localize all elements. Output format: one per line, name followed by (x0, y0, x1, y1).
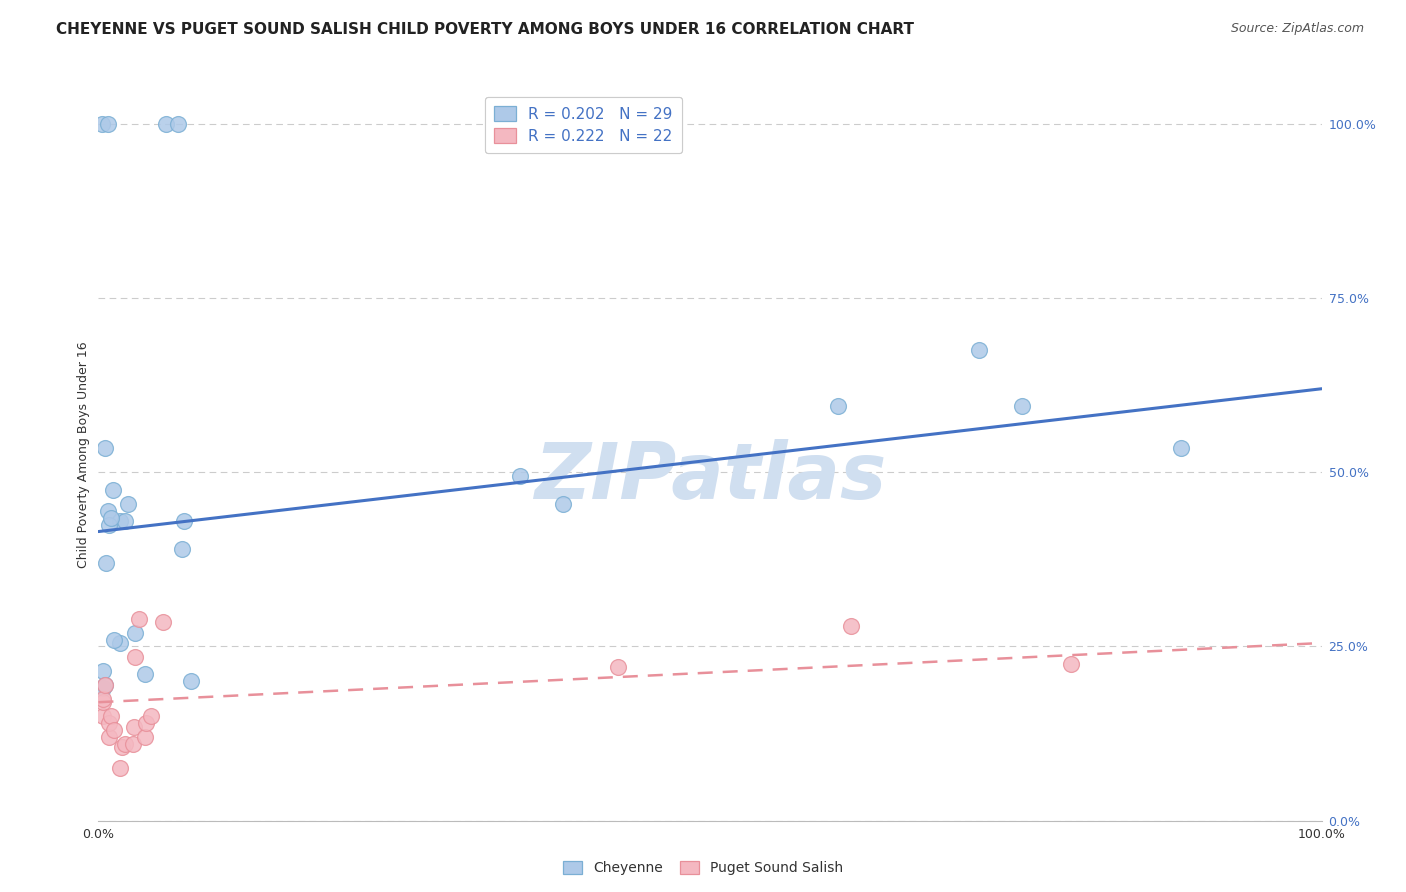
Point (509, 468, 531, 483)
Point (167, 117, 190, 131)
Point (110, 761, 132, 775)
Point (110, 636, 132, 650)
Point (1060, 657, 1083, 671)
Point (98, 517, 121, 532)
Point (91, 664, 114, 678)
Point (103, 632, 125, 647)
Text: ZIPatlas: ZIPatlas (534, 439, 886, 515)
Point (128, 612, 150, 626)
Point (967, 343, 990, 358)
Point (1170, 441, 1192, 455)
Point (134, 667, 156, 681)
Point (607, 660, 630, 674)
Y-axis label: Child Poverty Among Boys Under 16: Child Poverty Among Boys Under 16 (77, 342, 90, 568)
Point (124, 625, 146, 640)
Point (97, 503, 120, 517)
Text: Source: ZipAtlas.com: Source: ZipAtlas.com (1230, 22, 1364, 36)
Point (134, 730, 156, 744)
Point (152, 615, 174, 629)
Point (827, 399, 849, 413)
Point (98, 716, 121, 731)
Point (111, 740, 134, 755)
Point (103, 723, 125, 737)
Point (100, 709, 122, 723)
Point (173, 514, 195, 528)
Point (553, 497, 575, 511)
Point (98, 730, 121, 744)
Point (180, 674, 202, 689)
Point (93, 678, 115, 692)
Point (121, 737, 143, 751)
Point (114, 514, 136, 528)
Point (135, 716, 157, 731)
Point (93, 441, 115, 455)
Point (91, 681, 114, 696)
Point (155, 117, 177, 131)
Point (114, 737, 136, 751)
Point (1011, 399, 1033, 413)
Point (124, 649, 146, 664)
Point (93, 678, 115, 692)
Point (91, 695, 114, 709)
Text: CHEYENNE VS PUGET SOUND SALISH CHILD POVERTY AMONG BOYS UNDER 16 CORRELATION CHA: CHEYENNE VS PUGET SOUND SALISH CHILD POV… (56, 22, 914, 37)
Point (170, 541, 193, 556)
Point (91, 709, 114, 723)
Point (97, 117, 120, 131)
Point (94, 556, 117, 570)
Point (117, 497, 139, 511)
Point (139, 709, 162, 723)
Legend: Cheyenne, Puget Sound Salish: Cheyenne, Puget Sound Salish (557, 855, 849, 880)
Legend: R = 0.202   N = 29, R = 0.222   N = 22: R = 0.202 N = 29, R = 0.222 N = 22 (485, 97, 682, 153)
Point (110, 514, 132, 528)
Point (100, 510, 122, 524)
Point (91, 117, 114, 131)
Point (91, 691, 114, 706)
Point (101, 483, 124, 497)
Point (839, 618, 862, 632)
Point (122, 720, 145, 734)
